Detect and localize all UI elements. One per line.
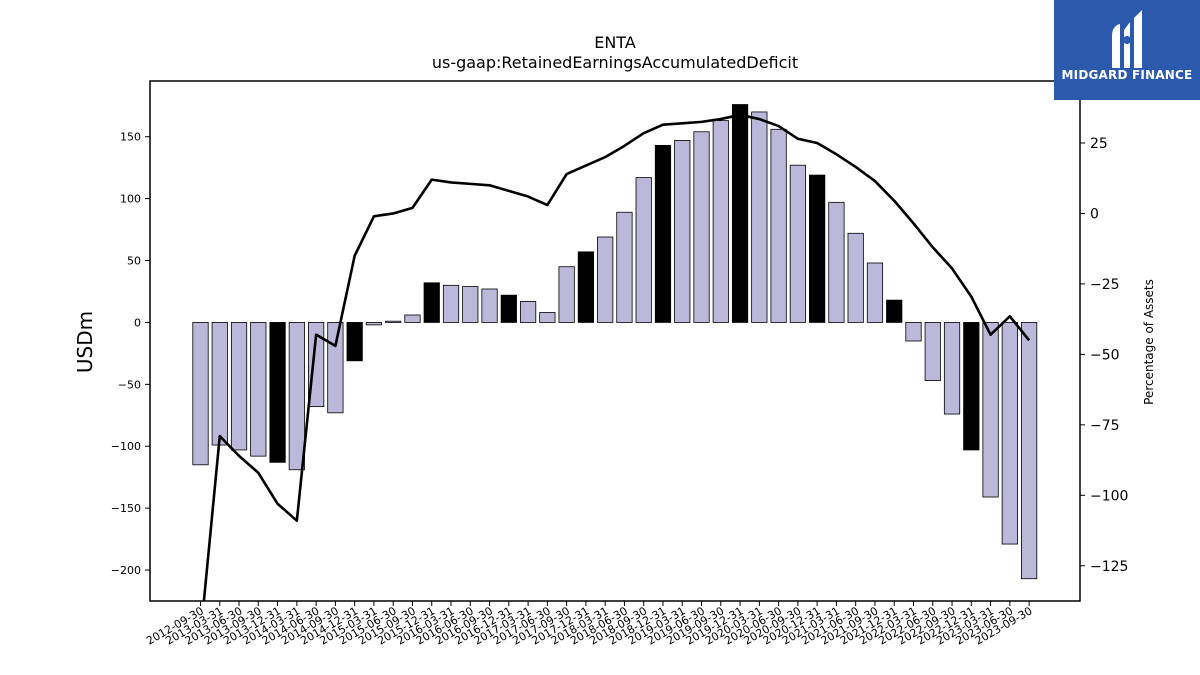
bar-2012-09-30	[192, 322, 209, 466]
y2-tick-label: −125	[1090, 559, 1128, 575]
bar-2018-03-31	[597, 236, 614, 323]
x-axis: 2012-09-302013-03-312013-06-302013-09-30…	[144, 601, 1035, 648]
y-tick-label: −100	[111, 440, 141, 453]
bar-2020-09-30	[789, 164, 806, 323]
bar-2017-09-30	[558, 266, 575, 323]
bar-2016-12-31	[500, 294, 517, 323]
y-tick-label: 0	[134, 316, 141, 329]
bar-2022-03-31	[905, 322, 922, 342]
y2-axis: −125 −100 −75 −50 −25 0 25	[1080, 136, 1128, 575]
y2-tick-label: −25	[1090, 277, 1120, 293]
bar-2016-03-31	[442, 284, 460, 323]
bar-2017-12-31	[577, 251, 595, 323]
y2-tick-label: −50	[1090, 347, 1120, 363]
bar-2021-09-30	[866, 262, 884, 323]
y2-tick-label: −100	[1090, 488, 1128, 504]
y-tick-label: −200	[111, 564, 141, 577]
bar-2015-03-31	[365, 322, 383, 326]
bar-2023-03-31	[982, 322, 999, 498]
bar-2015-06-30	[385, 320, 402, 323]
bar-2021-03-31	[828, 201, 845, 323]
bar-2018-06-30	[616, 211, 633, 323]
y-tick-label: 50	[127, 255, 141, 268]
bar-2013-03-31	[211, 322, 228, 446]
bar-2022-09-30	[943, 322, 961, 415]
line-layer	[202, 113, 1031, 601]
brand-logo: MIDGARD FINANCE	[1054, 0, 1200, 100]
bar-2021-12-31	[886, 299, 903, 323]
y2-tick-label: 25	[1090, 136, 1108, 152]
bar-2013-12-31	[269, 322, 286, 463]
bar-2014-09-30	[327, 322, 344, 414]
logo-text: MIDGARD FINANCE	[1061, 68, 1193, 82]
bar-2020-12-31	[809, 174, 826, 323]
bar-2023-06-30	[1001, 322, 1018, 545]
y2-tick-label: 0	[1090, 206, 1099, 222]
y-axis: −200 −150 −100 −50 0 50 100 150	[111, 131, 150, 577]
bar-2022-06-30	[924, 322, 941, 382]
bar-2018-12-31	[654, 144, 672, 323]
bar-2019-06-30	[693, 131, 710, 323]
plot-frame	[149, 80, 1081, 602]
y-axis-label: USDm	[73, 311, 97, 373]
bar-2018-09-30	[635, 177, 652, 323]
chart-title: ENTA	[594, 33, 636, 52]
y-tick-label: −150	[111, 502, 141, 515]
bar-2022-12-31	[963, 322, 980, 451]
bar-2013-06-30	[230, 322, 248, 451]
bar-2014-03-31	[288, 322, 305, 471]
logo-mark-icon	[1112, 10, 1142, 68]
y-tick-label: 150	[120, 131, 141, 144]
y2-axis-label: Percentage of Assets	[1142, 279, 1156, 405]
y-tick-label: −50	[118, 378, 141, 391]
bar-2019-09-30	[712, 120, 729, 323]
y-tick-label: 100	[120, 193, 141, 206]
bar-2023-09-30	[1021, 322, 1038, 580]
bar-2014-06-30	[308, 322, 325, 408]
bar-2016-06-30	[462, 286, 479, 323]
line-series-percentage-of-assets	[202, 113, 1031, 601]
bar-2017-06-30	[539, 312, 556, 323]
bar-2020-06-30	[770, 128, 787, 323]
bar-2019-03-31	[674, 140, 691, 323]
bar-2020-03-31	[751, 111, 768, 323]
bar-2021-06-30	[847, 232, 864, 323]
chart-subtitle: us-gaap:RetainedEarningsAccumulatedDefic…	[432, 53, 798, 72]
bar-2017-03-31	[519, 300, 537, 323]
bar-2015-12-31	[423, 282, 440, 323]
bar-2013-09-30	[250, 322, 267, 457]
bar-2019-12-31	[731, 104, 749, 323]
bar-2015-09-30	[404, 314, 421, 323]
bars-layer	[192, 104, 1038, 580]
bar-2016-09-30	[481, 288, 498, 323]
y2-tick-label: −75	[1090, 418, 1120, 434]
bar-2014-12-31	[346, 322, 363, 362]
